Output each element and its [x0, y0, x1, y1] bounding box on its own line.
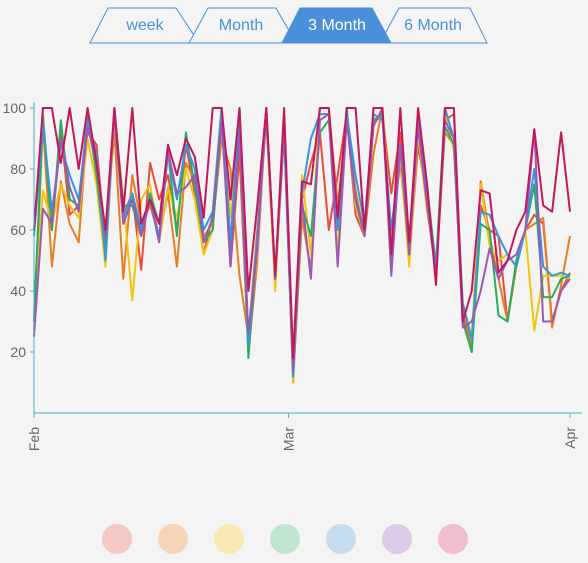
line-chart: 20 40 60 80 100 Feb Mar Apr — [3, 100, 582, 451]
legend-swatch-6[interactable] — [382, 524, 412, 554]
legend-swatch-2[interactable] — [158, 524, 188, 554]
tab-6month-shape[interactable] — [379, 7, 488, 44]
x-tick-label: Apr — [562, 427, 578, 449]
series-lines — [33, 107, 571, 384]
y-tick-label: 40 — [10, 283, 26, 299]
y-tick-label: 20 — [10, 344, 26, 360]
tab-3month-shape[interactable] — [281, 7, 392, 44]
y-axis-ticks: 20 40 60 80 100 — [3, 100, 34, 360]
y-tick-label: 60 — [10, 222, 26, 238]
y-tick-label: 80 — [10, 161, 26, 177]
series-line-7 — [33, 107, 571, 360]
legend-swatch-4[interactable] — [270, 524, 300, 554]
x-axis-ticks: Feb Mar Apr — [26, 413, 578, 451]
tab-week[interactable]: week — [126, 17, 164, 34]
tab-month-shape[interactable] — [188, 7, 297, 44]
legend-swatch-3[interactable] — [214, 524, 244, 554]
x-tick-label: Mar — [281, 427, 297, 451]
tab-3-month[interactable]: 3 Month — [308, 17, 366, 34]
legend-swatch-7[interactable] — [438, 524, 468, 554]
tab-month[interactable]: Month — [218, 17, 264, 34]
range-tabs-outline — [89, 7, 488, 44]
chart-legend — [0, 520, 588, 560]
legend-swatch-1[interactable] — [102, 524, 132, 554]
y-tick-label: 100 — [3, 100, 27, 116]
tab-6-month[interactable]: 6 Month — [404, 17, 462, 34]
x-tick-label: Feb — [26, 427, 42, 451]
legend-swatch-5[interactable] — [326, 524, 356, 554]
tab-week-shape[interactable] — [89, 7, 200, 44]
range-tabs: week Month 3 Month 6 Month — [0, 0, 588, 46]
series-line-3 — [33, 107, 571, 384]
